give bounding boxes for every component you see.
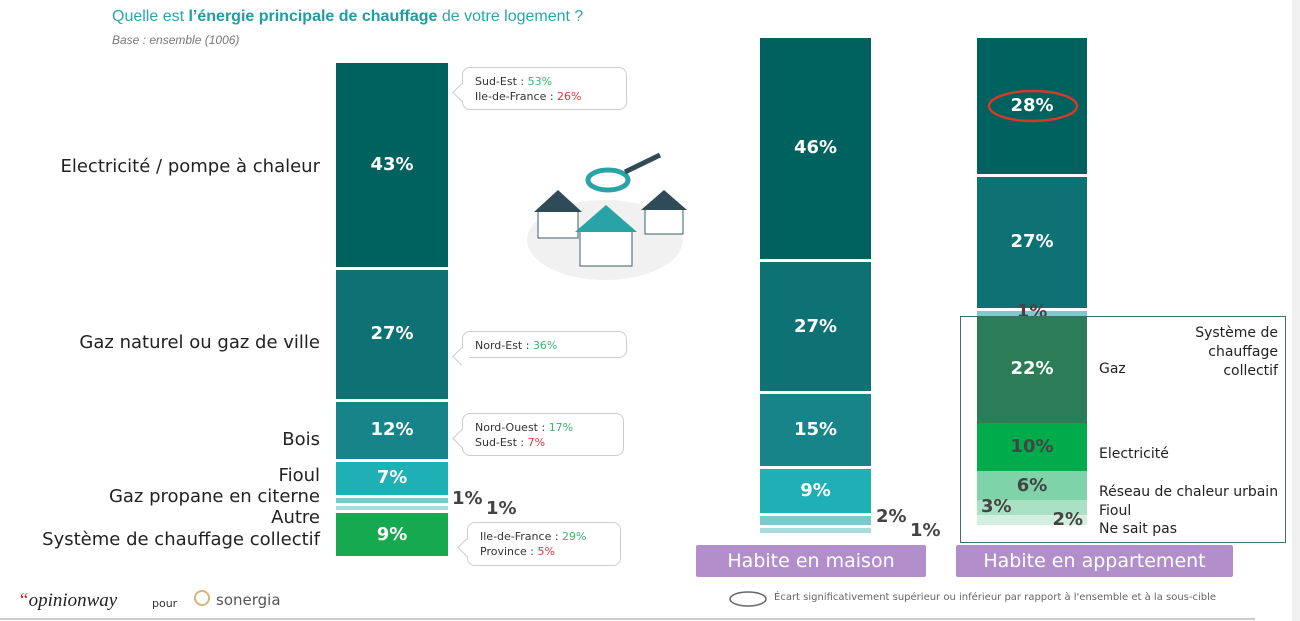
- bar-segment: 46%: [760, 38, 871, 259]
- category-label: Bois: [282, 429, 320, 450]
- highlight-circle-icon: [987, 89, 1079, 123]
- base-note: Base : ensemble (1006): [112, 33, 240, 47]
- legend-item: Fioul: [1099, 503, 1132, 519]
- label-appartement: Habite en appartement: [956, 545, 1233, 577]
- bar-segment: 1%: [336, 488, 483, 508]
- houses-magnifier-illustration: [527, 152, 687, 280]
- segment-label: 6%: [1016, 474, 1048, 496]
- pour-text: pour: [152, 597, 178, 610]
- sonergia-logo: sonergia: [216, 591, 281, 609]
- bar-segment: 3%: [977, 496, 1087, 518]
- title-bold: l’énergie principale de chauffage: [188, 8, 438, 25]
- legend-item: Ne sait pas: [1099, 521, 1177, 537]
- segment-label: 27%: [1010, 231, 1054, 253]
- bar-segment: 9%: [760, 469, 871, 513]
- callout-line: Province : 5%: [480, 545, 555, 558]
- callout: Nord-Est : 36%: [462, 331, 627, 358]
- segment-label: 15%: [793, 419, 838, 441]
- title-post: de votre logement ?: [437, 8, 584, 25]
- segment-label: 2%: [876, 505, 907, 527]
- callout-line: Nord-Ouest : 17%: [475, 421, 574, 434]
- category-label: Fioul: [278, 465, 320, 486]
- title-pre: Quelle est: [112, 8, 189, 25]
- collective-breakdown-box: [960, 316, 1286, 543]
- bar-segment: 2%: [760, 506, 907, 526]
- segment-label: 22%: [1010, 358, 1054, 380]
- segment-label: 10%: [1010, 435, 1054, 457]
- legend-item: Gaz: [1099, 361, 1126, 377]
- bar-segment: 43%: [336, 63, 448, 268]
- callout-line: Sud-Est : 53%: [475, 75, 553, 88]
- segment-label: 9%: [376, 523, 408, 545]
- bar-segment: 9%: [336, 513, 448, 556]
- segment-label: 12%: [370, 419, 414, 440]
- ellipse-legend-icon: [729, 591, 767, 607]
- segment-label: 3%: [981, 496, 1012, 518]
- callout: Nord-Ouest : 17% Sud-Est : 7%: [462, 413, 624, 456]
- segment-label: 28%: [1010, 94, 1054, 116]
- segment-label: 27%: [793, 315, 838, 337]
- callout: Sud-Est : 53% Ile-de-France : 26%: [462, 67, 627, 110]
- label-maison: Habite en maison: [696, 545, 926, 577]
- segment-label: 7%: [376, 467, 408, 489]
- bar-segment: 2%: [977, 509, 1087, 529]
- bar-segment: 27%: [336, 270, 448, 399]
- category-label: Electricité / pompe à chaleur: [60, 156, 320, 177]
- bar-segment: 10%: [977, 422, 1087, 472]
- segment-label: 2%: [1052, 508, 1083, 530]
- bar-segment: 28%: [977, 38, 1087, 174]
- legend-item: Electricité: [1099, 446, 1169, 462]
- category-label: Gaz naturel ou gaz de ville: [79, 332, 320, 353]
- segment-label: 1%: [486, 497, 517, 519]
- callout-line: Nord-Est : 36%: [475, 339, 558, 352]
- sonergia-logo-icon: [194, 590, 210, 606]
- segment-label: 27%: [370, 323, 414, 345]
- bar-segment: 1%: [977, 301, 1087, 321]
- scrollbar[interactable]: [1292, 0, 1300, 621]
- bar-segment: 1%: [336, 498, 517, 518]
- segment-label: 43%: [370, 154, 414, 176]
- question-title: Quelle est l’énergie principale de chauf…: [112, 8, 583, 26]
- bar-segment: 12%: [336, 401, 448, 459]
- bar-segment: 27%: [760, 261, 871, 392]
- legend-item: Réseau de chaleur urbain: [1099, 484, 1279, 500]
- opinionway-logo: “opinionway: [18, 590, 118, 611]
- bar-segment: 6%: [977, 471, 1087, 501]
- category-label: Système de chauffage collectif: [42, 529, 320, 550]
- category-label: Autre: [271, 507, 320, 528]
- callout-line: Ile-de-France : 29%: [480, 530, 587, 543]
- collective-title: Système de chauffage collectif: [1195, 325, 1278, 379]
- significance-legend: Écart significativement supérieur ou inf…: [774, 592, 1217, 603]
- bar-segment: 15%: [760, 394, 871, 467]
- bar-segment: 27%: [977, 176, 1087, 308]
- callout-line: Sud-Est : 7%: [475, 436, 546, 449]
- segment-label: 1%: [452, 487, 483, 509]
- segment-label: 46%: [793, 137, 838, 159]
- divider: [0, 618, 1255, 620]
- bar-segment: 7%: [336, 461, 448, 495]
- category-label: Gaz propane en citerne: [108, 486, 320, 507]
- callout-line: Ile-de-France : 26%: [475, 90, 582, 103]
- segment-label: 1%: [910, 520, 941, 542]
- segment-label: 9%: [800, 479, 831, 501]
- bar-segment: 1%: [760, 521, 941, 541]
- bar-segment: 22%: [977, 316, 1087, 423]
- callout: Ile-de-France : 29% Province : 5%: [467, 522, 621, 566]
